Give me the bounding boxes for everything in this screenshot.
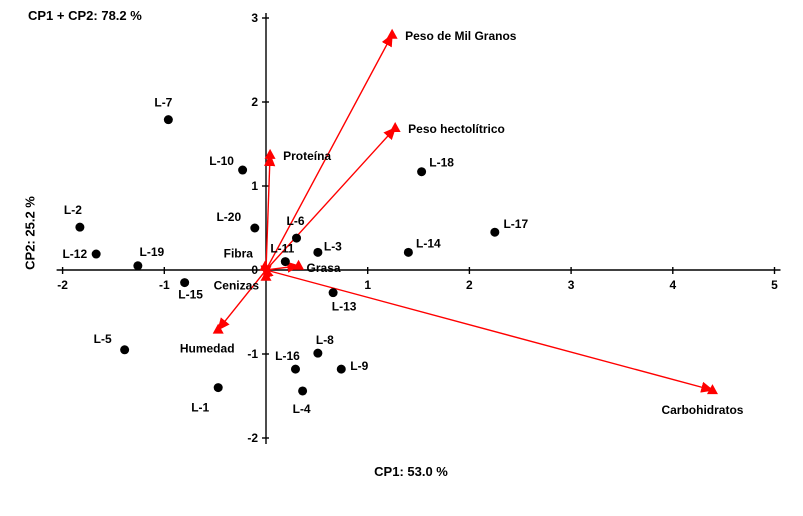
sample-point (91, 249, 101, 259)
y-tick-label: -2 (247, 431, 258, 445)
y-tick-label: 3 (251, 11, 258, 25)
x-tick-label: 5 (771, 278, 778, 292)
sample-point (292, 233, 302, 243)
variable-label: Humedad (180, 342, 235, 356)
variable-label: Peso hectolítrico (408, 122, 505, 136)
sample-point (298, 386, 308, 396)
sample-point (163, 115, 173, 125)
y-tick-label: 2 (251, 95, 258, 109)
sample-point (250, 223, 260, 233)
sample-point (336, 364, 346, 374)
variable-marker (389, 122, 401, 133)
x-tick-label: 2 (466, 278, 473, 292)
x-tick-label: -2 (57, 278, 68, 292)
sample-point (180, 278, 190, 288)
variable-marker (706, 384, 718, 395)
variable-label: Grasa (307, 261, 341, 275)
y-tick-label: -1 (247, 347, 258, 361)
sample-point (75, 222, 85, 232)
variable-label: Carbohidratos (661, 403, 743, 417)
y-tick-label: 1 (251, 179, 258, 193)
sample-label: L-7 (154, 96, 172, 110)
sample-label: L-15 (178, 288, 203, 302)
sample-point (403, 247, 413, 257)
sample-label: L-12 (62, 247, 87, 261)
variable-arrow (264, 153, 276, 271)
sample-point (238, 165, 248, 175)
sample-label: L-6 (287, 214, 305, 228)
variable-label: Fibra (224, 247, 254, 261)
variable-marker (212, 323, 224, 334)
sample-label: L-2 (64, 203, 82, 217)
sample-label: L-14 (416, 236, 441, 250)
sample-label: L-10 (209, 154, 234, 168)
sample-label: L-9 (350, 359, 368, 373)
sample-point (328, 288, 338, 298)
sample-label: L-18 (429, 156, 454, 170)
variable-marker (293, 259, 305, 270)
sample-label: L-20 (216, 210, 241, 224)
chart-title: CP1 + CP2: 78.2 % (28, 8, 142, 23)
sample-label: L-5 (94, 332, 112, 346)
sample-label: L-3 (324, 239, 342, 253)
variable-label: Proteína (283, 149, 331, 163)
variable-arrow (265, 269, 714, 393)
sample-point (290, 364, 300, 374)
sample-point (280, 257, 290, 267)
variable-marker (386, 28, 398, 39)
sample-point (120, 345, 130, 355)
x-tick-label: -1 (159, 278, 170, 292)
sample-label: L-13 (332, 300, 357, 314)
variable-label: Cenizas (214, 279, 260, 293)
variable-label: Peso de Mil Granos (405, 29, 517, 43)
sample-label: L-8 (316, 333, 334, 347)
x-axis-title: CP1: 53.0 % (374, 464, 448, 479)
sample-point (490, 227, 500, 237)
variable-marker (260, 270, 272, 281)
sample-label: L-11 (270, 242, 294, 256)
sample-point (133, 261, 143, 271)
sample-label: L-4 (293, 402, 311, 416)
variable-arrow (265, 33, 393, 271)
sample-point (313, 348, 323, 358)
sample-point (417, 167, 427, 177)
y-tick-label: 0 (251, 263, 258, 277)
sample-label: L-1 (191, 401, 209, 415)
sample-point (213, 383, 223, 393)
x-tick-label: 3 (568, 278, 575, 292)
variable-arrow (265, 127, 397, 271)
variable-marker (259, 260, 271, 271)
sample-point (313, 247, 323, 257)
variable-marker (264, 148, 276, 159)
x-tick-label: 4 (669, 278, 676, 292)
sample-label: L-16 (275, 349, 300, 363)
sample-label: L-17 (503, 217, 528, 231)
variable-arrow (265, 261, 300, 273)
sample-label: L-19 (140, 245, 165, 259)
variable-arrow (217, 269, 267, 331)
x-tick-label: 1 (364, 278, 371, 292)
